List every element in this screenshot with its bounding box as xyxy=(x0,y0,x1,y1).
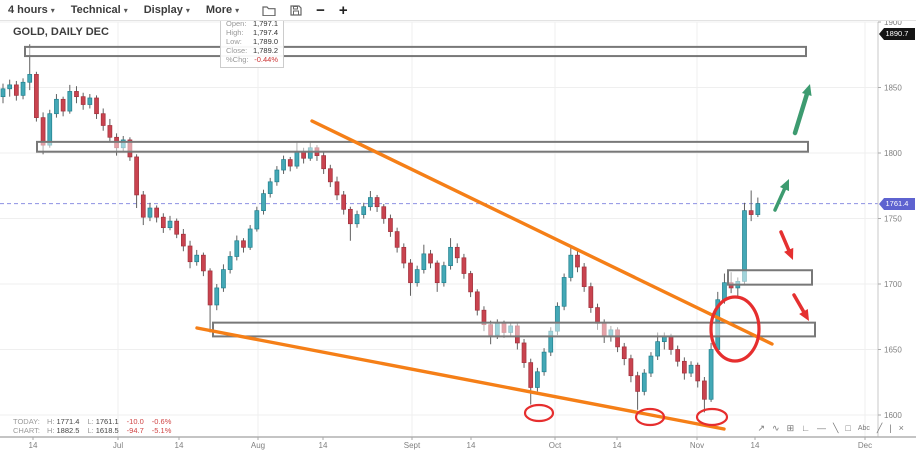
session-stats: TODAY: H: 1771.4 L: 1761.1 -10.0 -0.6% C… xyxy=(13,417,179,435)
high-price-badge: 1890.7 xyxy=(879,28,915,40)
grid-icon[interactable]: ⊞ xyxy=(786,423,795,433)
rect-icon[interactable]: □ xyxy=(845,423,851,433)
menu-interval-label: 4 hours xyxy=(8,4,48,16)
last-price-badge: 1761.4 xyxy=(879,198,915,210)
svg-text:Oct: Oct xyxy=(549,441,562,450)
svg-text:1600: 1600 xyxy=(884,411,902,420)
tooltip-open-label: Open: xyxy=(226,19,247,28)
chart-low-value: 1618.5 xyxy=(95,426,119,435)
chart-change-value: -94.7 xyxy=(126,426,144,435)
today-low-value: 1761.1 xyxy=(95,417,119,426)
chevron-down-icon: ▾ xyxy=(50,5,55,15)
svg-text:14: 14 xyxy=(29,441,38,450)
tooltip-high-value: 1,797.4 xyxy=(252,28,278,37)
today-high-label: H: xyxy=(47,417,55,426)
save-icon[interactable] xyxy=(290,4,302,16)
svg-text:14: 14 xyxy=(319,441,328,450)
chevron-down-icon: ▾ xyxy=(235,5,240,15)
svg-text:1900: 1900 xyxy=(884,18,902,27)
chevron-down-icon: ▾ xyxy=(123,5,128,15)
trendline-icon[interactable]: ╲ xyxy=(832,423,839,433)
svg-text:1750: 1750 xyxy=(884,215,902,224)
close-icon[interactable]: × xyxy=(898,423,904,433)
svg-text:Dec: Dec xyxy=(858,441,872,450)
page-title: GOLD, DAILY DEC xyxy=(13,26,109,38)
chart-low-label: L: xyxy=(87,426,94,435)
chart-high-value: 1882.5 xyxy=(56,426,80,435)
svg-text:1700: 1700 xyxy=(884,280,902,289)
svg-text:14: 14 xyxy=(751,441,760,450)
today-label: TODAY: xyxy=(13,417,40,426)
svg-text:1650: 1650 xyxy=(884,346,902,355)
tooltip-low-value: 1,789.0 xyxy=(252,37,278,46)
today-low-label: L: xyxy=(87,417,94,426)
cursor-icon[interactable]: ↗ xyxy=(757,423,766,433)
menu-technical[interactable]: Technical ▾ xyxy=(71,4,128,16)
ohlc-tooltip: Open: 1,797.1 High: 1,797.4 Low: 1,789.0 Cl… xyxy=(220,15,284,68)
menu-display-label: Display xyxy=(143,4,183,16)
svg-text:Sept: Sept xyxy=(404,441,421,450)
svg-text:1850: 1850 xyxy=(884,84,902,93)
tooltip-low-label: Low: xyxy=(226,37,242,46)
text-icon[interactable]: Abc xyxy=(857,425,870,432)
menu-more-label: More xyxy=(205,4,233,16)
svg-text:Aug: Aug xyxy=(251,441,265,450)
tooltip-close-value: 1,789.2 xyxy=(252,46,278,55)
menu-display[interactable]: Display ▾ xyxy=(144,4,190,16)
zoom-out-button[interactable]: − xyxy=(316,1,325,19)
open-folder-icon[interactable] xyxy=(262,5,276,16)
menu-more[interactable]: More ▾ xyxy=(206,4,239,16)
menu-interval[interactable]: 4 hours ▾ xyxy=(8,4,55,16)
tooltip-chg-value: -0.44% xyxy=(254,55,278,64)
menu-technical-label: Technical xyxy=(70,4,121,16)
today-high-value: 1771.4 xyxy=(56,417,80,426)
chart-high-label: H: xyxy=(47,426,55,435)
today-change-value: -10.0 xyxy=(126,417,144,426)
drawing-toolbar: ↗ ∿ ⊞ ∟ — ╲ □ Abc ╱ | × xyxy=(754,422,907,435)
svg-text:14: 14 xyxy=(175,441,184,450)
separator-icon: | xyxy=(889,423,892,433)
zoom-in-button[interactable]: + xyxy=(338,1,348,19)
tooltip-open-value: 1,797.1 xyxy=(252,19,278,28)
tooltip-chg-label: %Chg: xyxy=(226,55,249,64)
svg-text:Nov: Nov xyxy=(690,441,704,450)
axes-icon[interactable]: ∟ xyxy=(801,423,810,433)
tooltip-close-label: Close: xyxy=(226,46,248,55)
curve-icon[interactable]: ∿ xyxy=(772,423,780,433)
svg-text:1800: 1800 xyxy=(884,149,902,158)
today-pct-value: -0.6% xyxy=(151,417,172,426)
top-toolbar: 4 hours ▾ Technical ▾ Display ▾ More ▾ xyxy=(0,0,916,21)
svg-text:14: 14 xyxy=(467,441,476,450)
hline-icon[interactable]: — xyxy=(816,423,826,433)
ray-icon[interactable]: ╱ xyxy=(876,423,883,433)
chart-pct-value: -5.1% xyxy=(151,426,172,435)
svg-text:14: 14 xyxy=(613,441,622,450)
svg-text:Jul: Jul xyxy=(113,441,123,450)
chevron-down-icon: ▾ xyxy=(185,5,190,15)
tooltip-high-label: High: xyxy=(226,28,244,37)
chart-label: CHART: xyxy=(13,426,40,435)
